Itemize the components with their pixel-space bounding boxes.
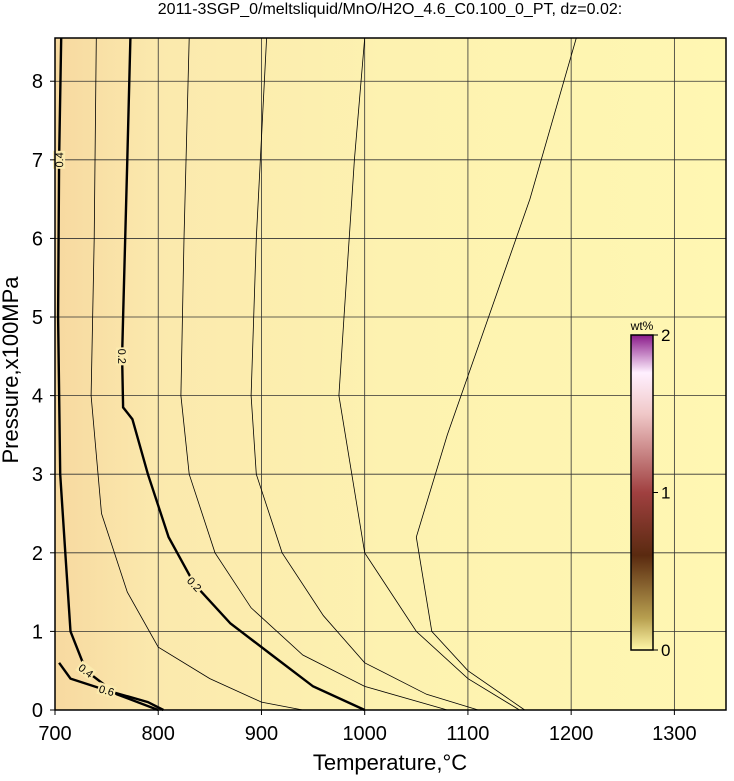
contour-label-bg xyxy=(75,660,97,681)
colorbar-tick-label: 1 xyxy=(661,484,670,503)
contour-line xyxy=(120,37,366,712)
y-tick-label: 6 xyxy=(32,228,43,250)
contour-label-bg xyxy=(96,682,117,699)
colorbar-tick-label: 2 xyxy=(661,326,670,345)
contour-label: 0.2 xyxy=(115,349,127,365)
x-tick-label: 900 xyxy=(245,723,278,745)
x-tick-label: 1100 xyxy=(446,723,489,745)
y-tick-label: 1 xyxy=(32,621,43,643)
y-tick-label: 3 xyxy=(32,464,43,486)
contour-line xyxy=(250,37,479,711)
contour-line xyxy=(338,37,520,711)
y-tick-label: 5 xyxy=(32,307,43,329)
y-tick-label: 7 xyxy=(32,150,43,172)
y-tick-label: 4 xyxy=(32,386,43,408)
x-tick-label: 1300 xyxy=(652,723,697,745)
colorbar-tick-label: 0 xyxy=(661,641,670,660)
x-axis-label: Temperature,°C xyxy=(313,750,467,775)
y-tick-label: 2 xyxy=(32,543,43,565)
chart-title: 2011-3SGP_0/meltsliquid/MnO/H2O_4.6_C0.1… xyxy=(158,1,622,18)
y-tick-label: 0 xyxy=(32,700,43,722)
y-tick-label: 8 xyxy=(32,71,43,93)
colorbar-label: wt% xyxy=(630,319,654,333)
contour-line xyxy=(415,37,577,711)
x-tick-label: 1000 xyxy=(342,723,387,745)
contour-label-bg xyxy=(53,150,66,169)
contour-label-bg xyxy=(183,573,205,595)
y-axis-label: Pressure,x100MPa xyxy=(0,276,23,464)
contour-line xyxy=(90,37,303,711)
contour-label-bg xyxy=(115,347,129,366)
contour-label: 0.4 xyxy=(54,152,66,167)
x-tick-label: 700 xyxy=(38,723,71,745)
plot-frame xyxy=(54,37,727,711)
x-tick-label: 800 xyxy=(142,723,175,745)
plot-area xyxy=(55,38,726,710)
contour-line xyxy=(180,37,448,711)
colorbar xyxy=(630,334,654,651)
contour-label: 0.6 xyxy=(97,683,115,699)
x-tick-label: 1200 xyxy=(549,723,594,745)
